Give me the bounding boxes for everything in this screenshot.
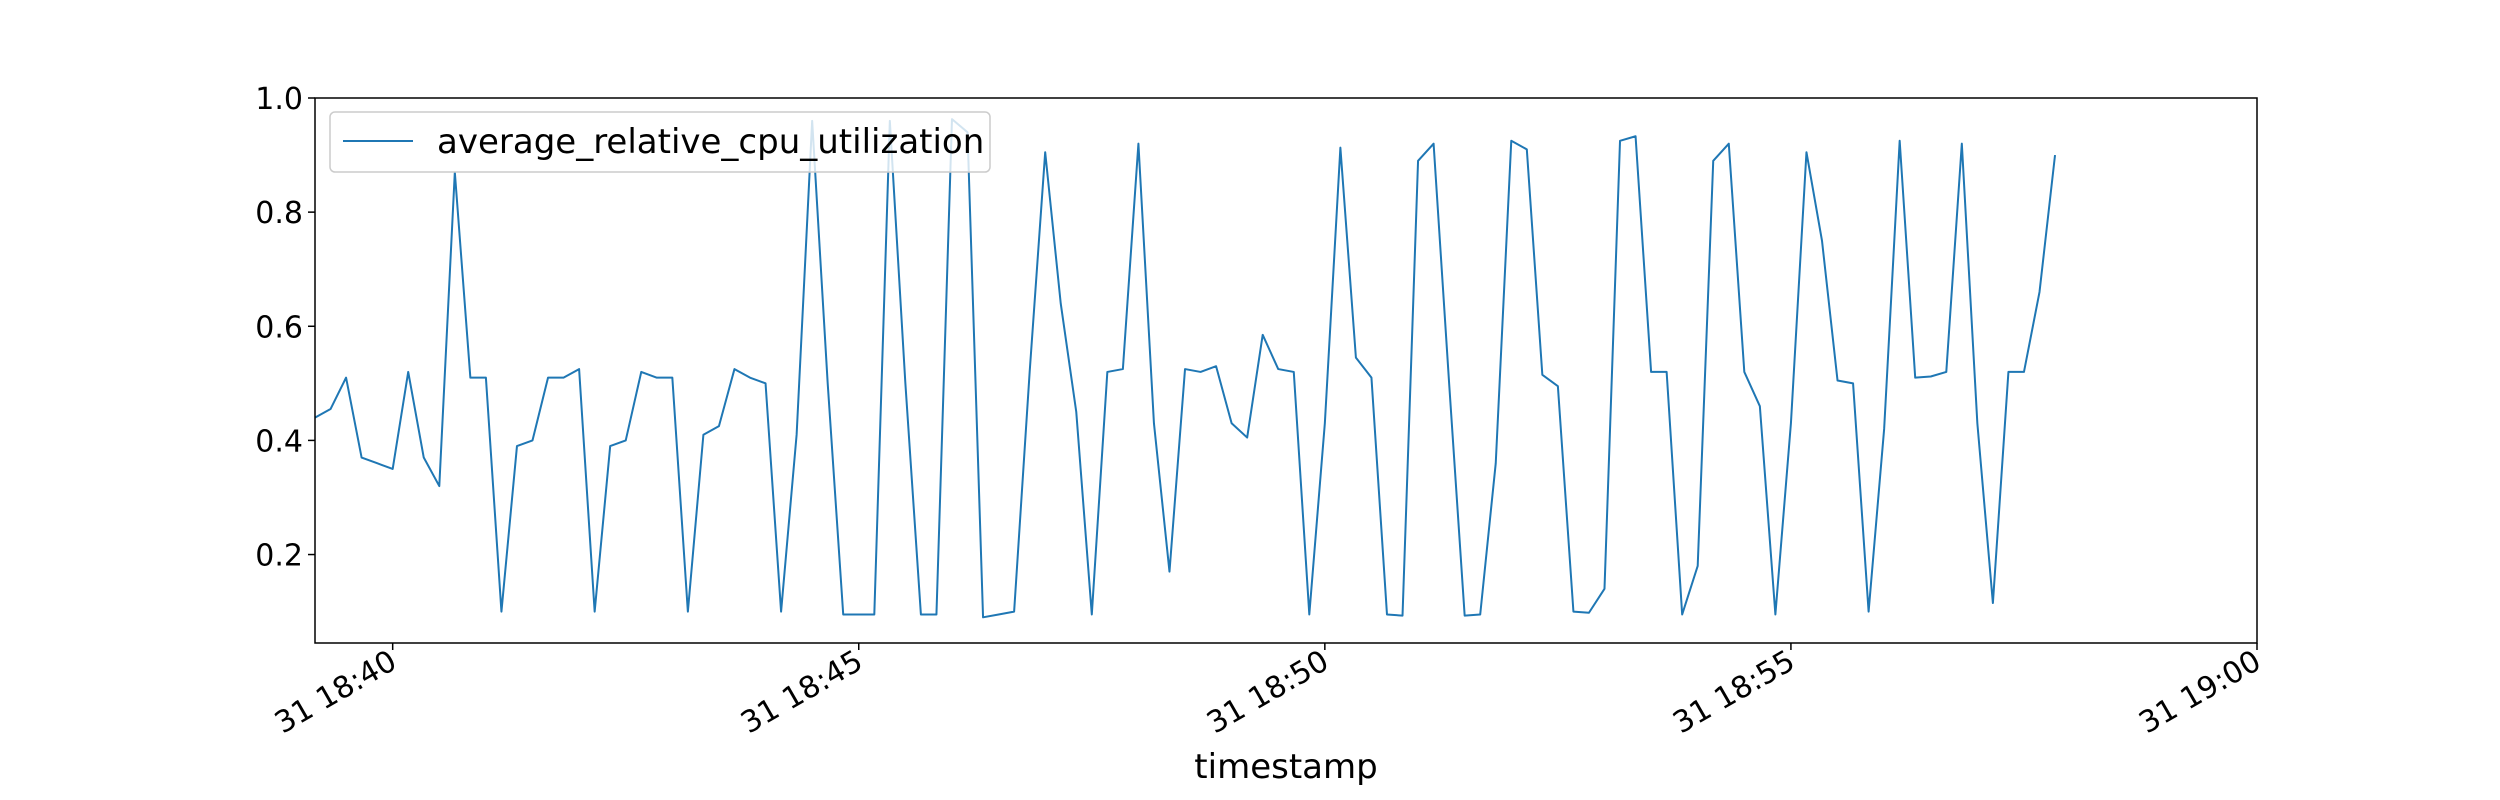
y-tick-label: 0.2	[255, 539, 303, 574]
x-tick-label: 31 18:50	[1201, 644, 1335, 741]
y-tick-label: 0.6	[255, 310, 303, 345]
x-tick-label: 31 19:00	[2133, 644, 2267, 741]
legend-label: average_relative_cpu_utilization	[437, 122, 984, 162]
y-tick-label: 1.0	[255, 82, 303, 117]
x-tick-label: 31 18:40	[269, 644, 403, 741]
legend: average_relative_cpu_utilization	[329, 111, 991, 173]
series-line-average-relative-cpu-utilization	[314, 118, 2057, 619]
x-axis: 31 18:40 31 18:45 31 18:50 31 18:55 31 19:00	[269, 643, 2267, 741]
y-tick-label: 0.4	[255, 424, 303, 459]
plot-frame	[314, 97, 2258, 644]
y-tick-label: 0.8	[255, 196, 303, 231]
x-axis-label: timestamp	[1194, 747, 1377, 787]
y-axis: 0.2 0.4 0.6 0.8 1.0	[255, 82, 315, 574]
x-tick-label: 31 18:55	[1667, 644, 1801, 741]
x-tick-label: 31 18:45	[735, 644, 869, 741]
legend-box	[329, 111, 991, 173]
